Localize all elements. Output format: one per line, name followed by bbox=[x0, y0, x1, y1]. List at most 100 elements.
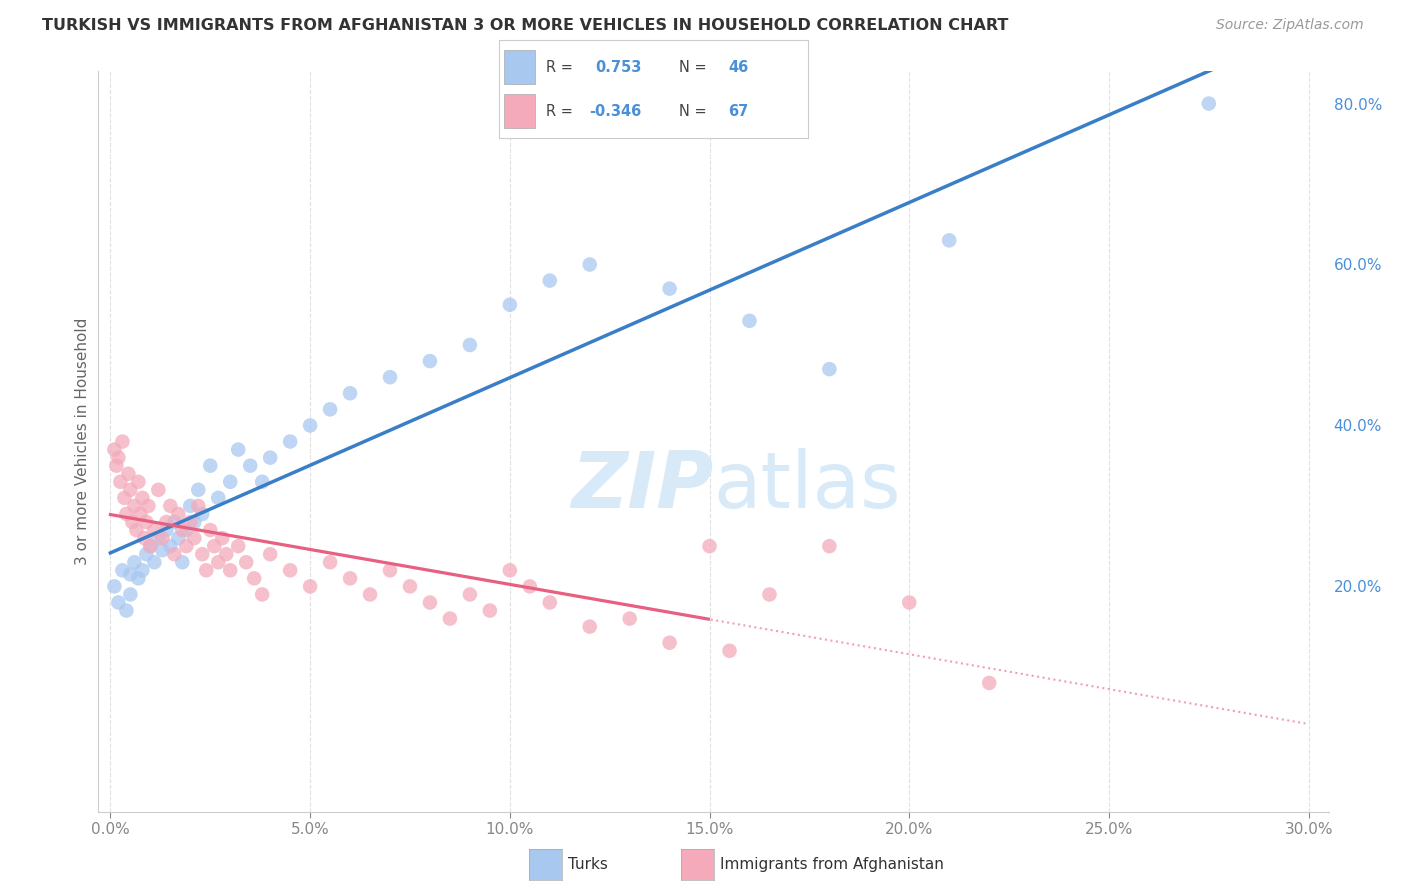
Point bbox=[235, 555, 257, 569]
Point bbox=[818, 362, 841, 376]
Point bbox=[191, 547, 214, 561]
Point bbox=[195, 563, 218, 577]
Point bbox=[148, 531, 170, 545]
Point bbox=[183, 515, 205, 529]
Point bbox=[226, 539, 249, 553]
Point bbox=[129, 507, 152, 521]
Text: Turks: Turks bbox=[568, 857, 607, 871]
Point bbox=[259, 547, 281, 561]
Point bbox=[359, 587, 381, 601]
Point bbox=[319, 402, 342, 417]
Point bbox=[159, 539, 181, 553]
Point bbox=[150, 531, 173, 545]
Point bbox=[103, 442, 125, 457]
Point bbox=[121, 515, 143, 529]
Text: 46: 46 bbox=[728, 60, 748, 75]
Point bbox=[219, 475, 242, 489]
Point bbox=[339, 571, 361, 585]
Point bbox=[619, 611, 641, 625]
Point bbox=[172, 555, 194, 569]
Point bbox=[259, 450, 281, 465]
Point bbox=[458, 587, 481, 601]
Point bbox=[135, 515, 157, 529]
Text: N =: N = bbox=[679, 60, 711, 75]
Point bbox=[107, 595, 129, 609]
Point bbox=[148, 483, 170, 497]
Point bbox=[191, 507, 214, 521]
Point bbox=[278, 563, 301, 577]
Point bbox=[378, 563, 401, 577]
Point bbox=[120, 567, 142, 582]
FancyBboxPatch shape bbox=[503, 95, 534, 128]
Point bbox=[155, 523, 177, 537]
Point bbox=[243, 571, 266, 585]
Point bbox=[174, 523, 197, 537]
Point bbox=[111, 563, 134, 577]
Point bbox=[718, 644, 741, 658]
Point bbox=[758, 587, 780, 601]
Point bbox=[419, 354, 441, 368]
Point bbox=[299, 579, 322, 593]
Point bbox=[818, 539, 841, 553]
Point bbox=[159, 499, 181, 513]
Point bbox=[200, 458, 222, 473]
Point bbox=[131, 491, 153, 505]
Point bbox=[207, 555, 229, 569]
Text: N =: N = bbox=[679, 103, 711, 119]
Text: R =: R = bbox=[546, 60, 576, 75]
Point bbox=[111, 434, 134, 449]
Y-axis label: 3 or more Vehicles in Household: 3 or more Vehicles in Household bbox=[75, 318, 90, 566]
Point bbox=[219, 563, 242, 577]
Point bbox=[419, 595, 441, 609]
Point bbox=[124, 499, 146, 513]
Point bbox=[150, 543, 173, 558]
Point bbox=[658, 636, 681, 650]
Point bbox=[578, 258, 600, 272]
Point bbox=[187, 499, 209, 513]
Point bbox=[155, 515, 177, 529]
Point bbox=[458, 338, 481, 352]
Text: R =: R = bbox=[546, 103, 576, 119]
Point bbox=[979, 676, 1001, 690]
Point bbox=[127, 475, 149, 489]
Point bbox=[117, 467, 139, 481]
Point bbox=[167, 531, 190, 545]
Point bbox=[143, 523, 166, 537]
FancyBboxPatch shape bbox=[503, 50, 534, 85]
Point bbox=[499, 563, 522, 577]
Point bbox=[124, 555, 146, 569]
Point bbox=[120, 483, 142, 497]
Point bbox=[319, 555, 342, 569]
Point bbox=[938, 233, 960, 247]
Point bbox=[299, 418, 322, 433]
Point bbox=[699, 539, 721, 553]
Point bbox=[226, 442, 249, 457]
Point bbox=[174, 539, 197, 553]
Text: -0.346: -0.346 bbox=[589, 103, 641, 119]
Point bbox=[179, 515, 201, 529]
Text: Source: ZipAtlas.com: Source: ZipAtlas.com bbox=[1216, 18, 1364, 32]
Point bbox=[172, 523, 194, 537]
Point bbox=[578, 619, 600, 633]
Point bbox=[200, 523, 222, 537]
Point bbox=[134, 531, 156, 545]
Point bbox=[139, 539, 162, 553]
Point bbox=[131, 563, 153, 577]
Point bbox=[250, 587, 273, 601]
Point bbox=[167, 507, 190, 521]
Text: ZIP: ZIP bbox=[571, 448, 714, 524]
Point bbox=[538, 595, 561, 609]
Point bbox=[125, 523, 148, 537]
Point bbox=[120, 587, 142, 601]
Point bbox=[738, 314, 761, 328]
Point bbox=[339, 386, 361, 401]
Point bbox=[239, 458, 262, 473]
Point bbox=[399, 579, 422, 593]
Point bbox=[138, 499, 160, 513]
Point bbox=[163, 547, 186, 561]
Point bbox=[378, 370, 401, 384]
Point bbox=[127, 571, 149, 585]
Point bbox=[1198, 96, 1220, 111]
Point bbox=[538, 274, 561, 288]
Point bbox=[658, 282, 681, 296]
